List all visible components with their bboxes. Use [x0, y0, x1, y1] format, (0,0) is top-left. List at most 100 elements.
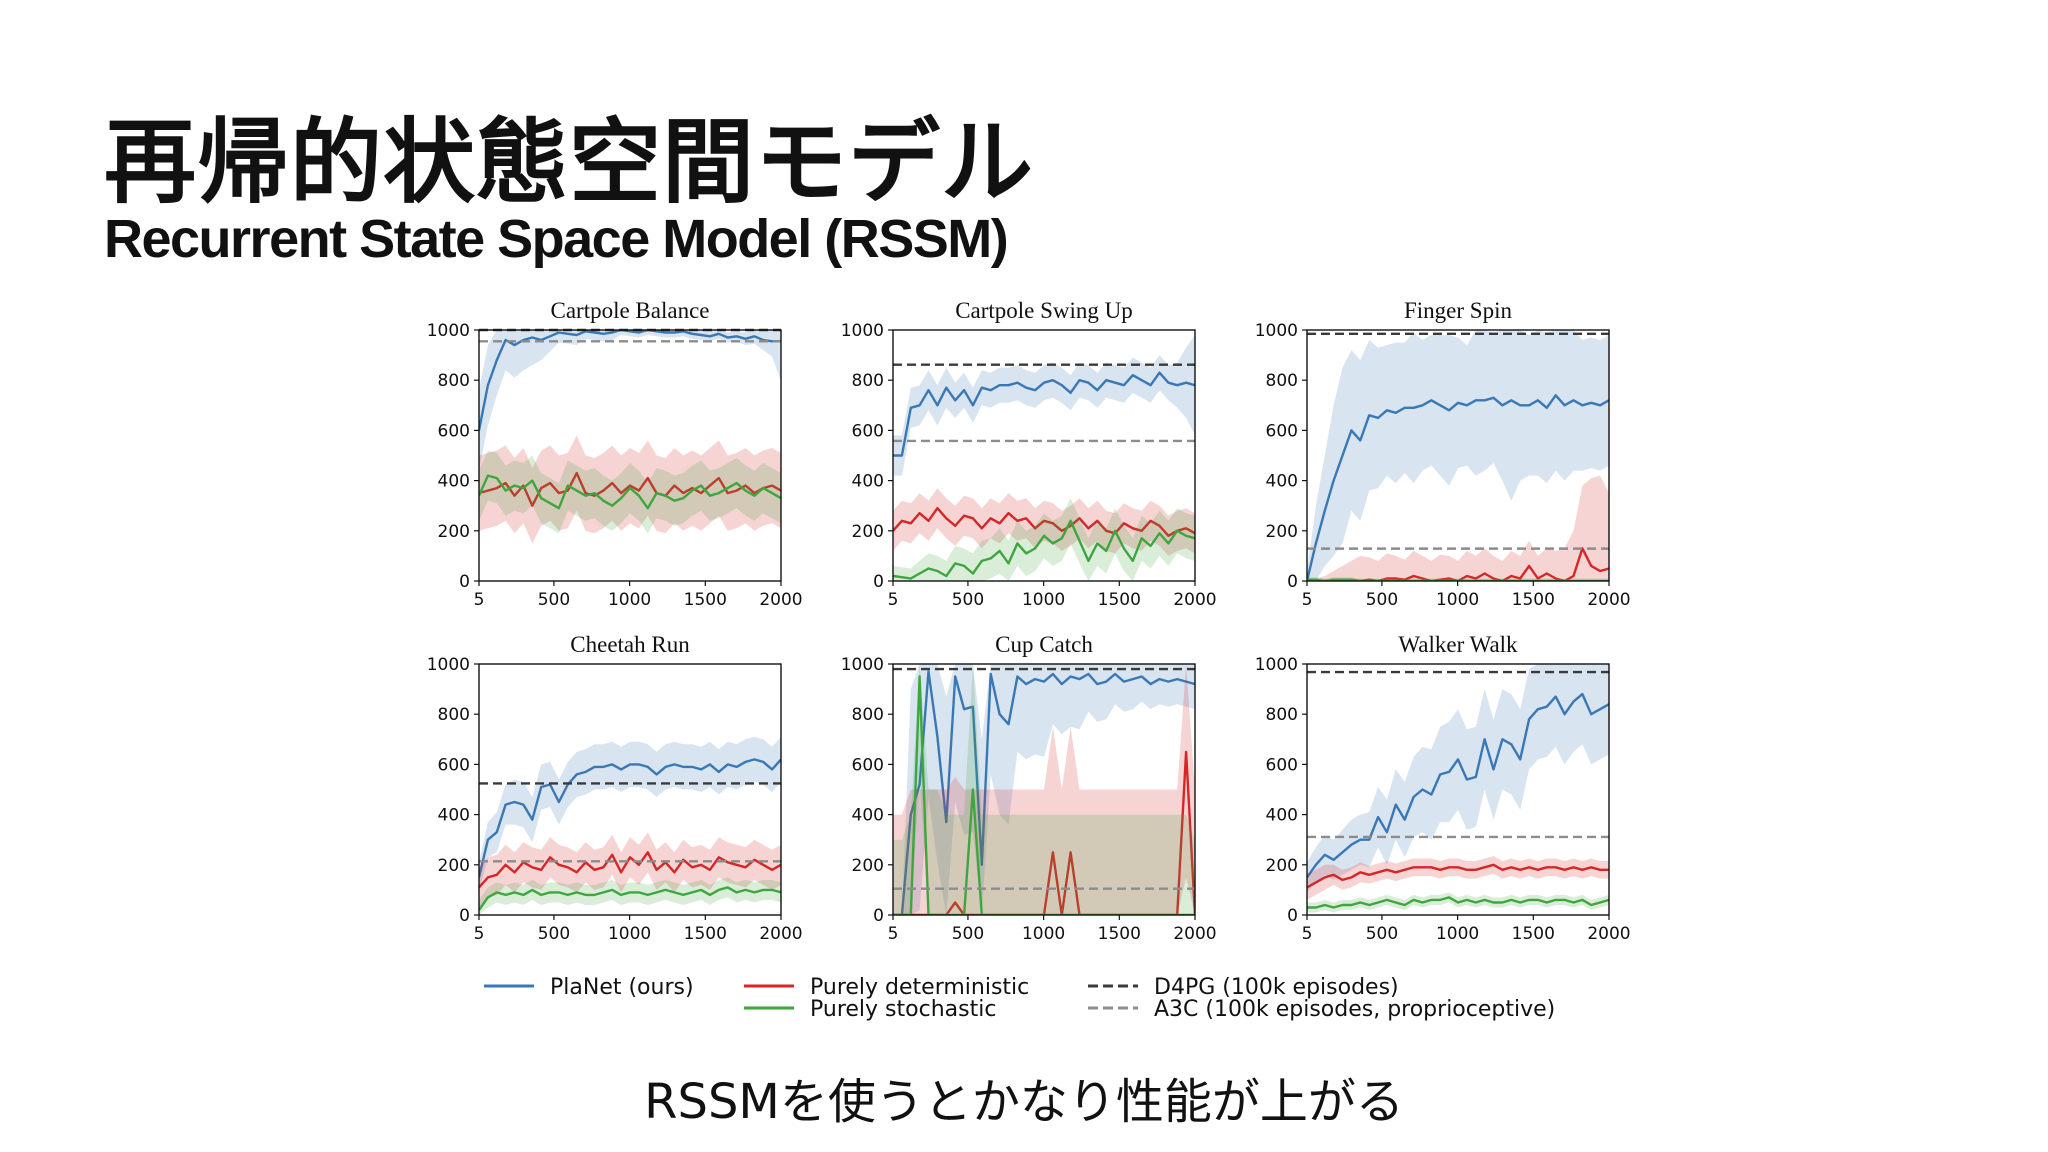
slide-caption: RSSMを使うとかなり性能が上がる [644, 1074, 1404, 1130]
y-tick-label: 1000 [841, 655, 884, 675]
y-tick-label: 200 [852, 522, 884, 542]
x-tick-label: 1000 [608, 924, 651, 944]
x-tick-label: 2000 [1173, 590, 1216, 610]
deterministic-line [479, 851, 781, 889]
planet-band [893, 664, 1195, 915]
y-tick-label: 0 [459, 572, 470, 592]
x-tick-label: 5 [474, 924, 485, 944]
x-tick-label: 1000 [1436, 590, 1479, 610]
y-tick-label: 0 [1287, 906, 1298, 926]
x-tick-label: 500 [1366, 590, 1398, 610]
stochastic-line [1307, 896, 1609, 909]
x-tick-label: 1500 [1098, 924, 1141, 944]
stochastic-band [479, 877, 781, 915]
x-tick-label: 5 [888, 590, 899, 610]
y-tick-label: 1000 [1255, 655, 1298, 675]
x-tick-label: 1500 [1512, 590, 1555, 610]
x-tick-label: 1500 [1098, 590, 1141, 610]
x-tick-label: 1500 [684, 590, 727, 610]
y-tick-label: 400 [438, 472, 470, 492]
plot-area [479, 736, 781, 915]
deterministic-line [1307, 863, 1609, 889]
plot-area [479, 330, 781, 544]
deterministic-line [893, 507, 1195, 537]
deterministic-line [479, 471, 781, 507]
stochastic-line [479, 474, 781, 510]
y-tick-label: 800 [852, 705, 884, 725]
y-tick-label: 400 [438, 806, 470, 826]
x-tick-label: 5 [1302, 924, 1313, 944]
y-tick-label: 1000 [841, 321, 884, 341]
deterministic-band [479, 832, 781, 908]
x-tick-label: 2000 [1173, 924, 1216, 944]
chart-panel: 5 500 1000 1500 2000 0 200 400 600 800 1000 Cheetah… [427, 632, 803, 944]
x-tick-label: 1000 [1022, 924, 1065, 944]
chart-legend: PlaNet (ours) Purely deterministicPurely … [484, 975, 1555, 1022]
x-tick-label: 1000 [1022, 590, 1065, 610]
y-tick-label: 400 [1266, 472, 1298, 492]
y-tick-label: 200 [438, 522, 470, 542]
deterministic-line [1307, 547, 1609, 581]
planet-band [479, 736, 781, 893]
planet-band [1307, 330, 1609, 581]
y-tick-label: 600 [1266, 755, 1298, 775]
y-tick-label: 1000 [427, 655, 470, 675]
panel-title: Finger Spin [1404, 298, 1512, 323]
panel-title: Cheetah Run [570, 632, 690, 657]
x-tick-label: 500 [952, 590, 984, 610]
plot-area [1307, 330, 1609, 581]
x-tick-label: 500 [952, 924, 984, 944]
x-tick-label: 500 [1366, 924, 1398, 944]
y-tick-label: 200 [1266, 856, 1298, 876]
y-tick-label: 800 [852, 371, 884, 391]
planet-legend-label: PlaNet (ours) [550, 975, 694, 1000]
x-tick-label: 500 [538, 924, 570, 944]
y-tick-label: 1000 [1255, 321, 1298, 341]
a3c-legend-label: A3C (100k episodes, proprioceptive) [1154, 997, 1555, 1022]
y-tick-label: 200 [1266, 522, 1298, 542]
x-tick-label: 1000 [608, 590, 651, 610]
x-tick-label: 2000 [1587, 924, 1630, 944]
y-tick-label: 400 [1266, 806, 1298, 826]
x-tick-label: 5 [474, 590, 485, 610]
x-tick-label: 1000 [1436, 924, 1479, 944]
y-tick-label: 800 [1266, 705, 1298, 725]
plot-area [893, 664, 1195, 915]
chart-panel: 5 500 1000 1500 2000 0 200 400 600 800 1000 Cartpol… [841, 298, 1217, 610]
y-tick-label: 600 [852, 421, 884, 441]
y-tick-label: 200 [438, 856, 470, 876]
stochastic-band [893, 498, 1195, 581]
panel-title: Cup Catch [995, 632, 1093, 657]
x-tick-label: 2000 [759, 590, 802, 610]
x-tick-label: 2000 [759, 924, 802, 944]
y-tick-label: 800 [438, 371, 470, 391]
y-tick-label: 0 [873, 906, 884, 926]
y-tick-label: 0 [459, 906, 470, 926]
chart-panel: 5 500 1000 1500 2000 0 200 400 600 800 1000 Walker … [1255, 632, 1631, 944]
panel-title: Cartpole Swing Up [955, 298, 1133, 323]
deterministic-band [1307, 475, 1609, 581]
chart-panel: 5 500 1000 1500 2000 0 200 400 600 800 1000 Cup Cat… [841, 632, 1217, 944]
y-tick-label: 0 [873, 572, 884, 592]
planet-band [479, 330, 781, 471]
x-tick-label: 500 [538, 590, 570, 610]
panel-title: Walker Walk [1398, 632, 1518, 657]
y-tick-label: 800 [438, 705, 470, 725]
y-tick-label: 400 [852, 472, 884, 492]
stochastic-line [893, 519, 1195, 580]
slide-title-en: Recurrent State Space Model (RSSM) [104, 209, 1009, 269]
x-tick-label: 5 [888, 924, 899, 944]
y-tick-label: 400 [852, 806, 884, 826]
chart-panel: 5 500 1000 1500 2000 0 200 400 600 800 1000 Finger … [1255, 298, 1631, 610]
d4pg-legend-label: D4PG (100k episodes) [1154, 975, 1399, 1000]
planet-line [479, 758, 781, 878]
y-tick-label: 800 [1266, 371, 1298, 391]
plot-area [893, 335, 1195, 581]
deterministic-band [1307, 856, 1609, 900]
x-tick-label: 1500 [1512, 924, 1555, 944]
x-tick-label: 5 [1302, 590, 1313, 610]
panel-title: Cartpole Balance [550, 298, 709, 323]
y-tick-label: 1000 [427, 321, 470, 341]
planet-band [1307, 664, 1609, 893]
